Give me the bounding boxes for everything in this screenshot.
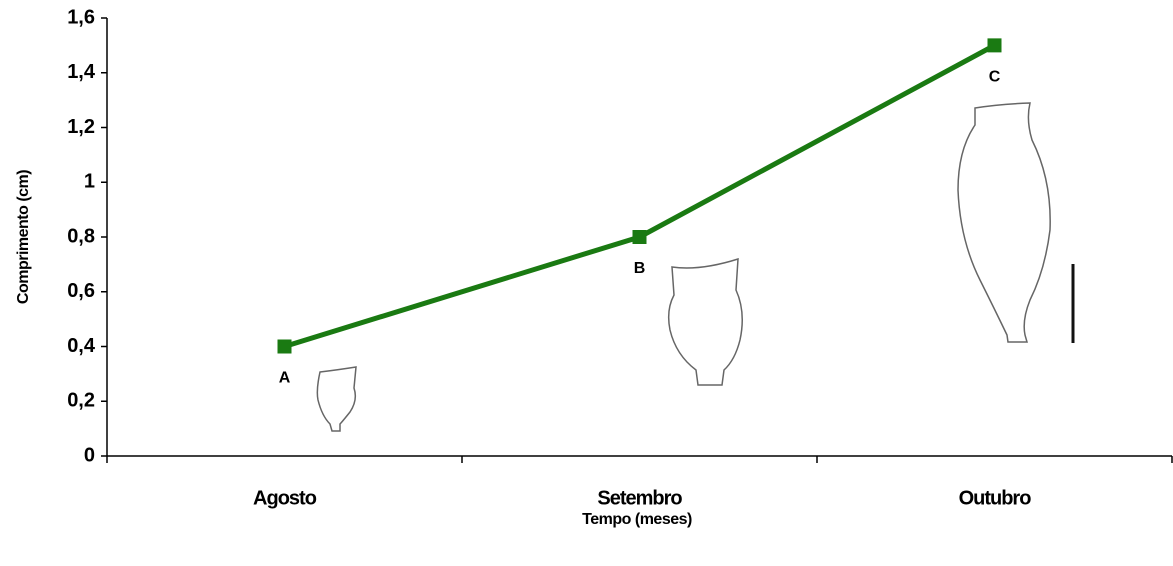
data-point bbox=[987, 38, 1002, 53]
y-tick-label: 0,2 bbox=[67, 390, 95, 412]
x-tick-label: Setembro bbox=[597, 487, 682, 509]
y-tick-label: 1 bbox=[84, 171, 95, 193]
y-tick-label: 1,6 bbox=[67, 6, 95, 28]
y-tick-label: 0,4 bbox=[67, 335, 96, 357]
data-point bbox=[632, 230, 647, 244]
series-line bbox=[283, 43, 996, 349]
y-tick-label: 1,4 bbox=[67, 61, 96, 83]
x-tick-label: Outubro bbox=[959, 487, 1032, 509]
fruit-illustrations bbox=[316, 102, 1075, 432]
y-tick-label: 0,6 bbox=[67, 280, 95, 302]
point-label: C bbox=[989, 69, 1001, 86]
y-axis-label: Comprimento (cm) bbox=[15, 170, 32, 304]
x-axis-label: Tempo (meses) bbox=[582, 511, 692, 528]
point-label: B bbox=[634, 260, 646, 277]
data-point bbox=[277, 339, 292, 354]
y-tick-label: 1,2 bbox=[67, 116, 95, 138]
y-tick-label: 0 bbox=[84, 444, 95, 466]
y-tick-label: 0,8 bbox=[67, 225, 95, 247]
point-label: A bbox=[279, 370, 291, 387]
x-tick-label: Agosto bbox=[253, 487, 317, 509]
